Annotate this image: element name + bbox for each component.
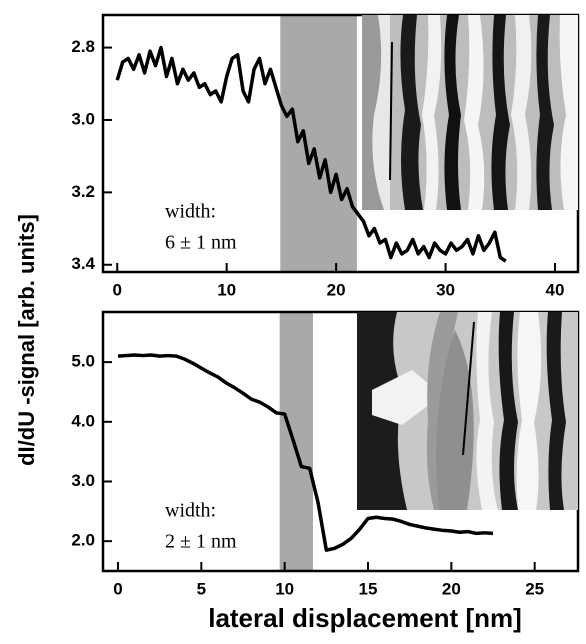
annotation: width: bbox=[165, 201, 216, 223]
y-axis-label: dI/dU -signal [arb. units] bbox=[14, 214, 39, 466]
x-tick-label: 15 bbox=[359, 579, 378, 598]
x-axis-label: lateral displacement [nm] bbox=[208, 603, 522, 633]
x-tick-label: 25 bbox=[525, 579, 544, 598]
highlight-band bbox=[280, 15, 357, 272]
annotation: 6 ± 1 nm bbox=[165, 232, 237, 254]
y-tick-label: 4.0 bbox=[71, 411, 95, 430]
stm-inset-bottom bbox=[357, 312, 578, 510]
x-tick-label: 0 bbox=[112, 280, 121, 299]
y-tick-label: 3.0 bbox=[71, 109, 95, 128]
x-tick-label: 0 bbox=[113, 579, 122, 598]
y-tick-label: 5.0 bbox=[71, 352, 95, 371]
x-tick-label: 30 bbox=[436, 280, 455, 299]
annotation: width: bbox=[165, 500, 216, 522]
y-tick-label: 3.4 bbox=[71, 254, 95, 273]
annotation: 2 ± 1 nm bbox=[165, 531, 237, 553]
y-tick-label: 3.0 bbox=[71, 471, 95, 490]
x-tick-label: 20 bbox=[327, 280, 346, 299]
y-tick-label: 2.8 bbox=[71, 37, 95, 56]
x-tick-label: 10 bbox=[275, 579, 294, 598]
highlight-band bbox=[279, 312, 313, 571]
x-tick-label: 10 bbox=[217, 280, 236, 299]
plot-area: 0 10 20 30 40 2.8 3.0 3.2 3.4 width: 6 ± 1 nm 0 5 10 1… bbox=[71, 13, 580, 598]
data-line bbox=[117, 353, 494, 552]
x-tick-label: 5 bbox=[197, 579, 206, 598]
y-tick-label: 2.0 bbox=[71, 531, 95, 550]
stm-inset-top bbox=[362, 15, 578, 210]
y-tick-label: 3.2 bbox=[71, 182, 95, 201]
data-line bbox=[115, 45, 507, 263]
x-tick-label: 40 bbox=[546, 280, 565, 299]
x-tick-label: 20 bbox=[442, 579, 461, 598]
